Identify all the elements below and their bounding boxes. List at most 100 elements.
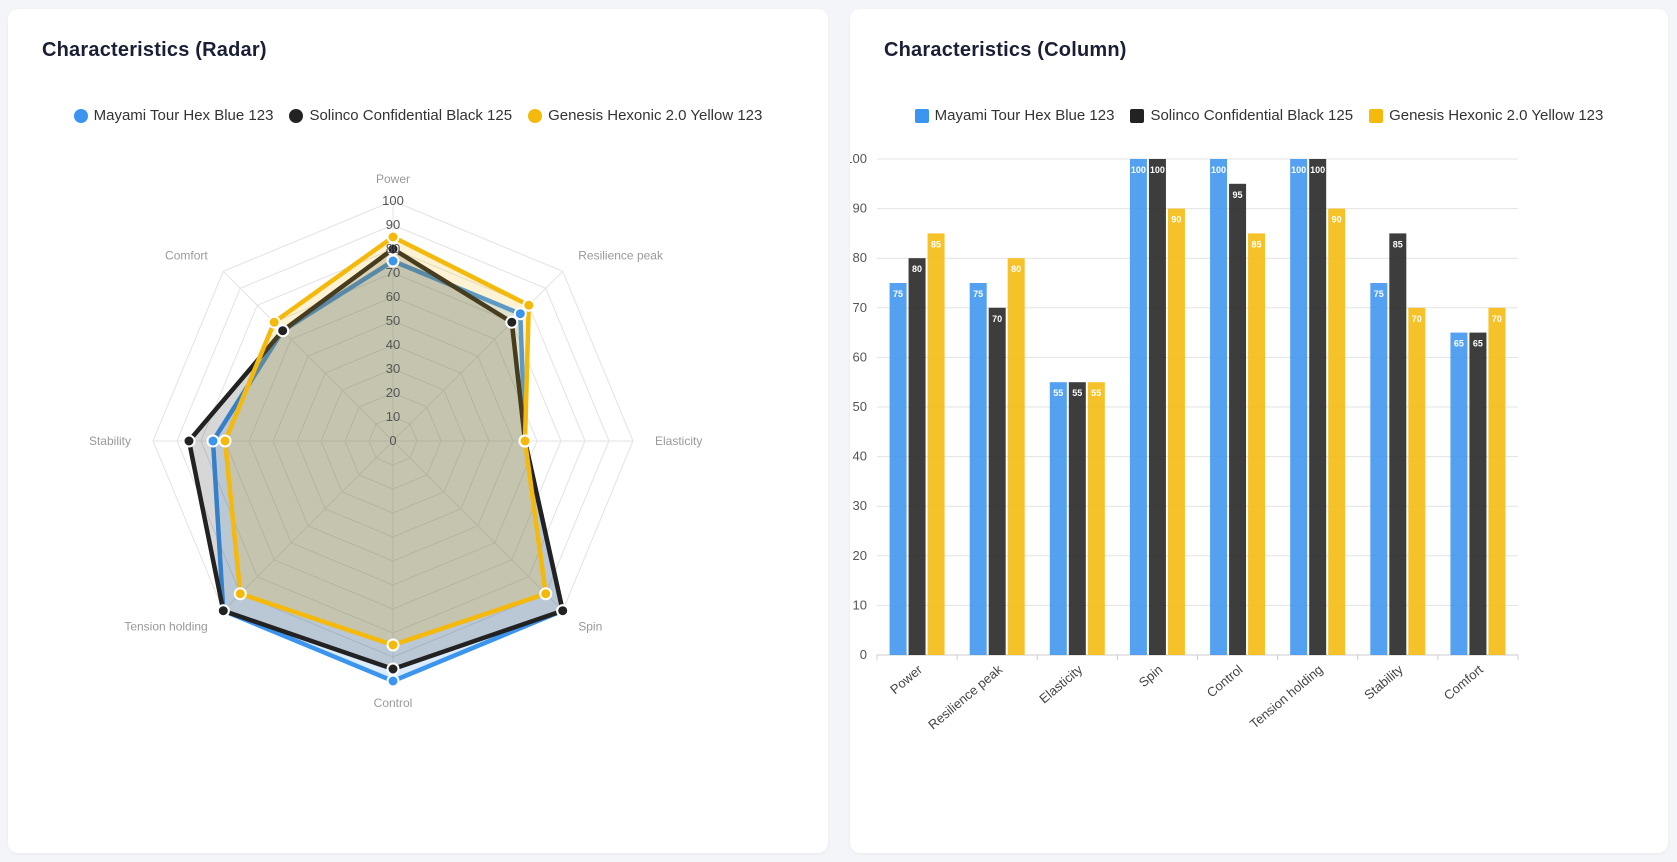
radar-axis-label: Elasticity — [655, 434, 702, 448]
column-bar-mayami-tour-hex-blue-123 — [889, 283, 907, 655]
radar-spoke — [392, 270, 564, 442]
column-data-label: 70 — [1492, 314, 1502, 324]
radar-spoke — [392, 440, 564, 612]
radar-point — [522, 298, 536, 312]
column-bar-solinco-confidential-black-125 — [1389, 233, 1407, 655]
x-tick-label: Spin — [1136, 662, 1166, 690]
radar-tick-label: 50 — [386, 313, 400, 328]
radar-legend-item-blue[interactable]: Mayami Tour Hex Blue 123 — [73, 107, 274, 124]
radar-point — [386, 638, 400, 652]
column-data-label: 85 — [1393, 239, 1403, 249]
column-bar-mayami-tour-hex-blue-123 — [969, 283, 987, 655]
column-chart: 0 10 20 30 40 50 60 70 80 90 100 75 80 85 75 70 80 55 55 55… — [850, 151, 1519, 732]
y-tick-label: 0 — [860, 647, 867, 662]
column-bar-mayami-tour-hex-blue-123 — [1290, 159, 1308, 655]
radar-tick-label: 60 — [386, 289, 400, 304]
column-data-label: 100 — [1211, 165, 1226, 175]
legend-marker-icon — [528, 108, 543, 123]
column-data-label: 100 — [1310, 165, 1325, 175]
column-legend-item-yellow[interactable]: Genesis Hexonic 2.0 Yellow 123 — [1369, 107, 1603, 124]
column-chart-title: Characteristics (Column) — [884, 39, 1127, 61]
radar-legend-item-yellow[interactable]: Genesis Hexonic 2.0 Yellow 123 — [528, 107, 762, 124]
radar-tick-label: 20 — [386, 385, 400, 400]
radar-axis-label: Control — [374, 696, 413, 710]
radar-chart-card: Characteristics (Radar) Mayami Tour Hex … — [8, 9, 828, 853]
column-bar-genesis-hexonic-2-0-yellow-123 — [1488, 307, 1506, 655]
radar-tick-label: 30 — [386, 361, 400, 376]
x-tick-label: Power — [887, 661, 925, 697]
column-bar-solinco-confidential-black-125 — [988, 307, 1006, 655]
column-data-label: 65 — [1473, 339, 1483, 349]
radar-point — [267, 315, 281, 329]
radar-tick-labels: 0 10 20 30 40 50 60 70 80 90 100 — [382, 193, 404, 448]
y-tick-label: 100 — [850, 151, 867, 166]
y-tick-label: 70 — [853, 300, 867, 315]
y-tick-label: 60 — [853, 349, 867, 364]
legend-label: Solinco Confidential Black 125 — [1150, 107, 1354, 124]
column-bar-genesis-hexonic-2-0-yellow-123 — [1167, 208, 1185, 655]
radar-grid — [152, 200, 634, 682]
legend-marker-icon — [914, 108, 929, 123]
radar-chart-title: Characteristics (Radar) — [42, 39, 267, 61]
column-bar-genesis-hexonic-2-0-yellow-123 — [1408, 307, 1426, 655]
column-legend-item-black[interactable]: Solinco Confidential Black 125 — [1130, 107, 1353, 124]
radar-tick-label: 90 — [386, 217, 400, 232]
column-legend: Mayami Tour Hex Blue 123 Solinco Confide… — [850, 107, 1668, 124]
y-tick-label: 20 — [853, 548, 867, 563]
radar-point — [233, 587, 247, 601]
column-data-label: 75 — [893, 289, 903, 299]
column-bar-genesis-hexonic-2-0-yellow-123 — [1087, 382, 1105, 655]
radar-point — [206, 434, 220, 448]
column-bar-genesis-hexonic-2-0-yellow-123 — [1248, 233, 1266, 655]
column-bar-solinco-confidential-black-125 — [1309, 159, 1327, 655]
radar-tick-label: 0 — [389, 433, 396, 448]
radar-axis-label: Tension holding — [124, 619, 207, 633]
column-data-label: 65 — [1454, 339, 1464, 349]
y-tick-label: 50 — [853, 399, 867, 414]
legend-label: Solinco Confidential Black 125 — [309, 107, 513, 124]
column-data-label: 55 — [1091, 388, 1101, 398]
column-data-label: 100 — [1150, 165, 1165, 175]
column-data-label: 70 — [992, 314, 1002, 324]
radar-chart: 0 10 20 30 40 50 60 70 80 90 100 Power Resilience pe… — [89, 172, 702, 710]
column-data-label: 75 — [973, 289, 983, 299]
x-tick-label: Stability — [1361, 661, 1406, 702]
column-legend-item-blue[interactable]: Mayami Tour Hex Blue 123 — [914, 107, 1114, 124]
radar-point — [539, 587, 553, 601]
radar-tick-label: 80 — [386, 241, 400, 256]
legend-label: Genesis Hexonic 2.0 Yellow 123 — [548, 107, 763, 124]
column-chart-card: Characteristics (Column) Mayami Tour Hex… — [850, 9, 1668, 853]
radar-axis-label: Spin — [578, 619, 602, 633]
legend-marker-icon — [1369, 108, 1384, 123]
legend-marker-icon — [289, 108, 304, 123]
column-data-label: 90 — [1171, 215, 1181, 225]
legend-label: Mayami Tour Hex Blue 123 — [93, 107, 274, 124]
radar-tick-label: 70 — [386, 265, 400, 280]
radar-legend-item-black[interactable]: Solinco Confidential Black 125 — [289, 107, 512, 124]
column-data-label: 70 — [1412, 314, 1422, 324]
radar-axis-label: Stability — [89, 434, 131, 448]
radar-point — [518, 434, 532, 448]
column-data-label: 95 — [1233, 190, 1243, 200]
column-bar-solinco-confidential-black-125 — [1148, 159, 1166, 655]
radar-spoke — [222, 270, 394, 442]
column-data-label: 90 — [1332, 215, 1342, 225]
x-tick-label: Elasticity — [1036, 661, 1085, 706]
radar-tick-label: 40 — [386, 337, 400, 352]
legend-marker-icon — [73, 108, 88, 123]
column-bar-genesis-hexonic-2-0-yellow-123 — [1328, 208, 1346, 655]
column-bar-mayami-tour-hex-blue-123 — [1049, 382, 1067, 655]
radar-spoke — [222, 440, 394, 612]
column-bar-mayami-tour-hex-blue-123 — [1450, 332, 1468, 655]
column-data-label: 100 — [1291, 165, 1306, 175]
radar-legend: Mayami Tour Hex Blue 123 Solinco Confide… — [8, 107, 828, 124]
radar-point — [386, 674, 400, 688]
column-bars: 75 80 85 75 70 80 55 55 55 100 100 90 100 95 85 100 100 9… — [889, 159, 1506, 656]
x-tick-label: Resilience peak — [925, 661, 1005, 732]
y-tick-label: 40 — [853, 449, 867, 464]
column-data-label: 85 — [931, 239, 941, 249]
column-data-label: 80 — [1011, 264, 1021, 274]
x-tick-label: Control — [1204, 662, 1246, 701]
column-bar-solinco-confidential-black-125 — [1068, 382, 1086, 655]
y-tick-label: 10 — [853, 597, 867, 612]
